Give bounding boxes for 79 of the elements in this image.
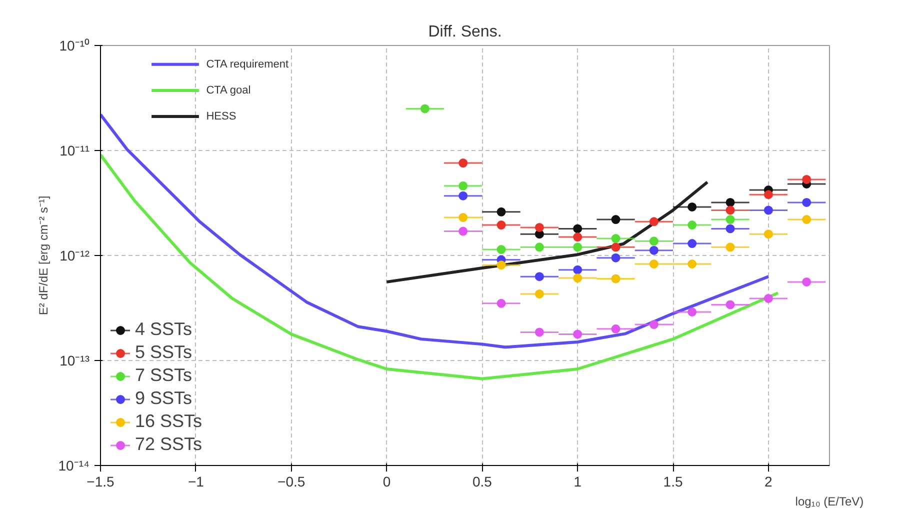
- legend-label: 7 SSTs: [135, 365, 192, 386]
- point: [688, 260, 697, 268]
- point: [534, 272, 544, 282]
- legend-label: HESS: [206, 110, 236, 122]
- y-tick-label: 10⁻¹⁴: [58, 458, 90, 474]
- point: [802, 215, 812, 224]
- point: [688, 307, 697, 316]
- point: [496, 207, 506, 216]
- legend-label: 72 SSTs: [135, 434, 202, 455]
- point: [573, 242, 582, 252]
- point: [534, 222, 544, 232]
- point: [420, 104, 430, 114]
- point: [611, 274, 620, 284]
- point: [611, 215, 620, 224]
- point: [802, 198, 812, 207]
- point: [726, 300, 735, 310]
- y-tick-label: 10⁻¹³: [60, 352, 90, 368]
- legend-label: CTA goal: [206, 84, 251, 96]
- point: [649, 217, 658, 226]
- point: [573, 224, 582, 234]
- point: [458, 226, 468, 236]
- point: [649, 246, 658, 255]
- line-series: [385, 180, 709, 284]
- point: [726, 215, 735, 224]
- point: [764, 190, 773, 200]
- x-tick-label: −0.5: [278, 474, 306, 490]
- y-axis-title: E² dF/dE [erg cm⁻² s⁻¹]: [36, 196, 50, 316]
- point: [764, 206, 773, 215]
- x-tick-label: −1: [188, 474, 204, 490]
- line-series: [100, 153, 780, 380]
- point: [458, 191, 468, 200]
- point: [688, 239, 697, 248]
- legend-label: 5 SSTs: [135, 342, 192, 363]
- y-tick-label: 10⁻¹⁰: [59, 38, 90, 54]
- point: [496, 298, 506, 308]
- point: [534, 289, 544, 298]
- legend-label: 9 SSTs: [135, 388, 192, 409]
- point: [726, 224, 735, 234]
- point: [496, 245, 506, 254]
- x-tick-label: 0: [382, 474, 391, 490]
- point: [611, 324, 620, 334]
- point: [611, 253, 620, 262]
- point: [534, 328, 544, 337]
- y-tick-label: 10⁻¹²: [60, 248, 90, 264]
- x-tick-label: 2: [764, 474, 773, 490]
- point: [458, 181, 468, 190]
- point: [726, 198, 735, 207]
- x-tick-label: −1.5: [86, 474, 115, 490]
- point: [496, 220, 506, 230]
- point: [458, 213, 468, 222]
- point: [573, 330, 582, 339]
- point: [573, 265, 582, 274]
- point: [458, 158, 468, 168]
- point: [764, 294, 773, 303]
- point: [649, 260, 658, 268]
- x-tick-label: 1: [574, 474, 582, 490]
- point: [802, 174, 812, 184]
- legend-label: CTA requirement: [206, 58, 289, 70]
- point: [649, 320, 658, 330]
- x-tick-label: 1.5: [663, 474, 683, 490]
- point: [573, 232, 582, 242]
- point: [649, 236, 658, 246]
- x-axis-title: log₁₀ (E/TeV): [795, 494, 864, 508]
- legend-label: 16 SSTs: [135, 411, 202, 432]
- x-tick-label: 0.5: [472, 474, 492, 490]
- point: [534, 242, 544, 252]
- point: [688, 220, 697, 230]
- chart-title: Diff. Sens.: [428, 24, 502, 40]
- point: [726, 206, 735, 215]
- point: [688, 202, 697, 212]
- point: [802, 277, 812, 286]
- point: [573, 274, 582, 283]
- point: [764, 230, 773, 239]
- point: [611, 242, 620, 252]
- point: [726, 242, 735, 252]
- legend-label: 4 SSTs: [135, 319, 192, 340]
- y-tick-label: 10⁻¹¹: [60, 142, 90, 158]
- point: [496, 260, 506, 270]
- point: [611, 234, 620, 244]
